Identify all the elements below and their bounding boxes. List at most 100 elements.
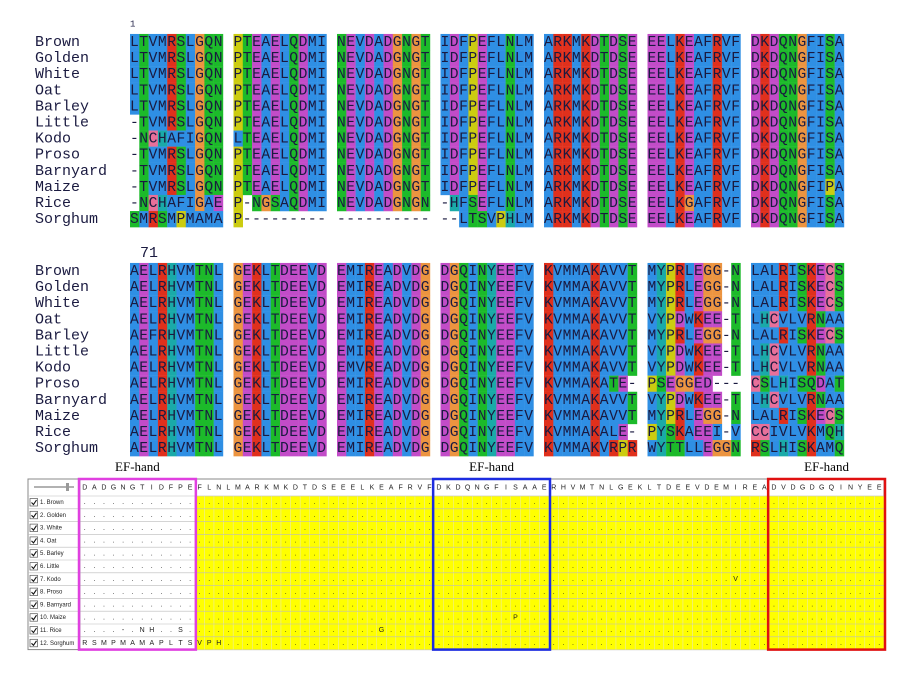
- checkbox[interactable]: [29, 587, 38, 596]
- residue: M: [563, 408, 572, 425]
- slider-knob[interactable]: [66, 483, 69, 491]
- residue-bg: [666, 343, 676, 360]
- residue: G: [675, 376, 684, 393]
- residue-bg: [797, 391, 807, 409]
- checkbox[interactable]: [29, 613, 38, 622]
- residue: A: [130, 279, 139, 296]
- header-residue: G: [800, 484, 805, 491]
- residue-bg: [487, 375, 497, 392]
- residue: P: [177, 211, 186, 228]
- residue-bg: [252, 359, 262, 376]
- residue-bg: [834, 391, 845, 409]
- residue: K: [675, 66, 684, 83]
- residue: L: [214, 311, 223, 328]
- cell: .: [247, 512, 249, 519]
- cell: .: [562, 563, 564, 570]
- residue-bg: [553, 114, 563, 131]
- residue: F: [703, 211, 712, 228]
- checkbox[interactable]: [29, 523, 38, 532]
- residue-bg: [553, 50, 563, 67]
- residue-bg: [383, 440, 393, 457]
- residue: E: [346, 163, 355, 180]
- residue-bg: [806, 82, 817, 99]
- residue-bg: [374, 440, 384, 457]
- residue: E: [703, 424, 712, 441]
- residue-bg: [656, 50, 667, 67]
- cell: .: [419, 602, 421, 609]
- residue: F: [177, 131, 186, 148]
- cell: .: [199, 550, 201, 557]
- checkbox[interactable]: [29, 600, 38, 609]
- residue: N: [204, 408, 213, 425]
- residue-bg: [270, 130, 281, 147]
- checkbox[interactable]: [29, 574, 38, 584]
- cell: .: [859, 627, 861, 634]
- residue-bg: [562, 359, 573, 376]
- header-residue: E: [877, 484, 882, 491]
- cell: .: [543, 614, 545, 621]
- residue-bg: [139, 82, 149, 99]
- checkbox[interactable]: [29, 536, 38, 545]
- residue-bg: [337, 178, 347, 196]
- checkbox[interactable]: [29, 626, 38, 635]
- residue: N: [731, 408, 740, 425]
- residue: E: [374, 424, 383, 441]
- residue: R: [779, 327, 788, 344]
- residue: A: [600, 392, 609, 409]
- residue: -: [252, 211, 261, 228]
- header-residue: Q: [465, 484, 471, 491]
- residue-bg: [825, 114, 835, 131]
- residue-bg: [760, 130, 770, 147]
- checkbox[interactable]: [29, 510, 38, 520]
- residue: D: [450, 98, 459, 115]
- cell: .: [572, 627, 574, 634]
- residue: Q: [779, 114, 788, 131]
- residue-bg: [666, 311, 676, 328]
- cell: .: [409, 512, 411, 519]
- residue: E: [506, 295, 515, 312]
- residue: V: [648, 343, 657, 360]
- residue-bg: [627, 359, 638, 376]
- checkbox[interactable]: [29, 498, 38, 507]
- residue: E: [214, 195, 223, 212]
- residue-bg: [581, 211, 591, 228]
- checkbox[interactable]: [29, 638, 38, 648]
- residue-bg: [270, 343, 281, 360]
- residue-bg: [148, 130, 159, 147]
- cell: .: [314, 499, 316, 506]
- residue: L: [770, 279, 779, 296]
- checkbox[interactable]: [29, 562, 38, 571]
- checkbox[interactable]: [29, 549, 38, 558]
- residue: F: [459, 163, 468, 180]
- residue-bg: [731, 311, 741, 328]
- residue: E: [694, 376, 703, 393]
- cell: .: [639, 589, 641, 596]
- residue-bg: [392, 98, 403, 115]
- residue-bg: [440, 375, 450, 392]
- cell: .: [256, 563, 258, 570]
- residue-bg: [544, 211, 554, 228]
- cell: .: [658, 499, 660, 506]
- residue-bg: [440, 98, 450, 115]
- residue: M: [346, 376, 355, 393]
- residue: K: [675, 211, 684, 228]
- header-residue: A: [92, 484, 97, 491]
- residue: G: [798, 195, 807, 212]
- residue-bg: [553, 178, 563, 196]
- cell: .: [534, 550, 536, 557]
- cell: .: [390, 563, 392, 570]
- residue-bg: [647, 162, 657, 180]
- residue: R: [807, 360, 816, 377]
- cell: A: [149, 640, 154, 647]
- residue: L: [149, 408, 158, 425]
- residue-bg: [185, 262, 196, 280]
- residue-bg: [402, 391, 412, 409]
- residue: -: [356, 211, 365, 228]
- residue: D: [609, 82, 618, 99]
- cell: .: [218, 602, 220, 609]
- residue-bg: [487, 178, 497, 196]
- residue-bg: [459, 50, 469, 67]
- cell: .: [869, 563, 871, 570]
- residue-bg: [402, 146, 412, 163]
- residue-bg: [233, 66, 243, 83]
